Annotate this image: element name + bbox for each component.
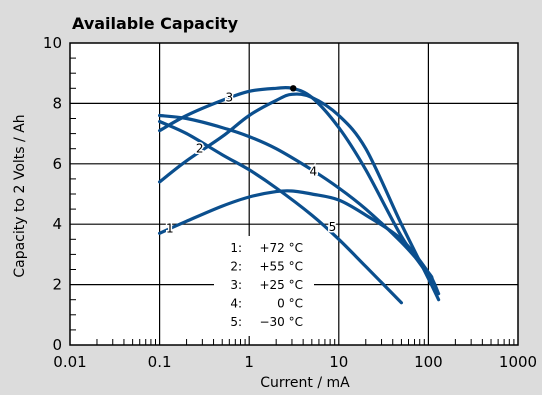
series-line-4 [158,113,434,281]
x-tick-label: 0.1 [148,353,172,371]
legend-id: 1: [230,241,242,255]
grid [70,43,518,345]
plot-border [69,42,519,346]
curve-label-4: 4 [310,164,318,178]
curve-label-3: 3 [226,90,234,104]
chart-title: Available Capacity [72,14,239,33]
y-tick-label: 8 [52,94,62,112]
y-tick-label: 10 [43,34,62,52]
x-tick-label: 100 [414,353,443,371]
legend-temp: 0 °C [277,297,303,311]
x-tick-label: 1 [244,353,254,371]
x-tick-label: 10 [329,353,348,371]
legend-temp: +25 °C [259,278,303,292]
curve-label-5: 5 [329,220,337,234]
curve-label-2: 2 [196,142,204,156]
curve-label-1: 1 [166,222,174,236]
x-tick-labels: 0.01 0.1 1 10 100 1000 [53,353,537,371]
minor-ticks [70,57,515,345]
series-line-5 [158,119,403,305]
legend-id: 3: [230,278,242,292]
y-tick-label: 0 [52,336,62,354]
legend-id: 5: [230,315,242,329]
series-line-2 [158,92,441,302]
peak-marker [290,85,297,92]
x-tick-label: 0.01 [53,353,86,371]
y-tick-labels: 0 2 4 6 8 10 [43,34,62,354]
legend-id: 4: [230,297,242,311]
curve-labels: 1 2 3 4 5 [164,89,337,237]
series-line-3 [158,85,434,287]
legend-temp: +55 °C [259,260,303,274]
legend-temp: −30 °C [259,315,303,329]
series-group [158,85,441,305]
legend-id: 2: [230,260,242,274]
x-axis-label: Current / mA [260,375,350,391]
legend-temp: +72 °C [259,241,303,255]
legend: 1: +72 °C 2: +55 °C 3: +25 °C 4: 0 °C 5: −30 °C [214,236,314,336]
y-tick-label: 4 [52,215,62,233]
y-axis-label: Capacity to 2 Volts / Ah [12,114,28,277]
legend-box [214,236,314,336]
y-tick-label: 6 [52,155,62,173]
y-tick-label: 2 [52,276,62,294]
x-tick-label: 1000 [499,353,537,371]
